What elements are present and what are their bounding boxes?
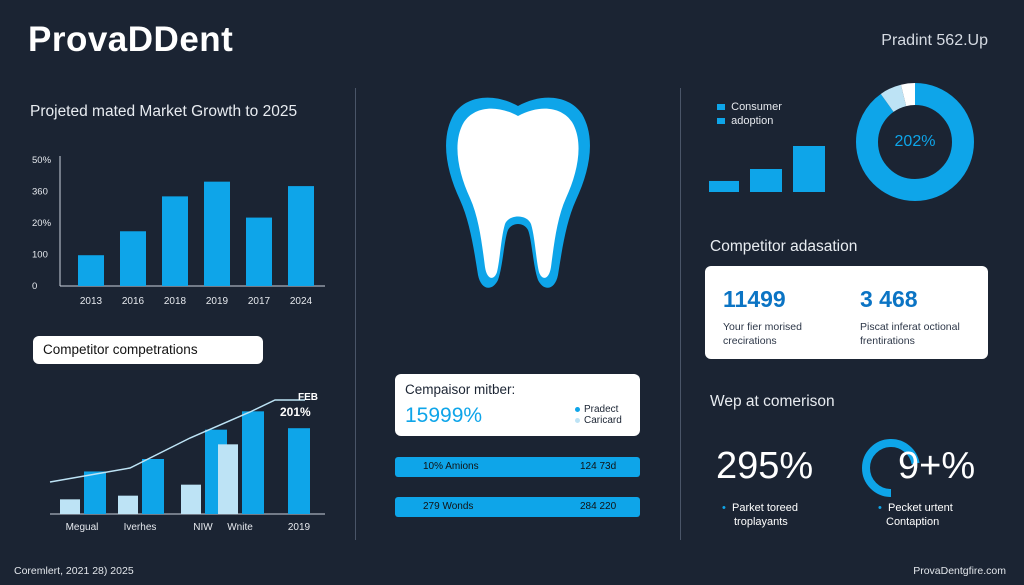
x-tick-label: 2019: [288, 522, 311, 533]
big-stat-2-line-2: Contaption: [886, 516, 940, 528]
stat-2-line-2: frentirations: [860, 335, 915, 347]
stat-2-line-1: Piscat inferat octional: [860, 321, 960, 333]
metric-bar-1[interactable]: 10% Amions 124 73d: [395, 457, 640, 477]
competitor-heading: Competitor adasation: [710, 238, 858, 255]
gauge-ring-icon: [862, 439, 920, 497]
comparison-legend: Pradect Caricard: [575, 404, 622, 426]
adoption-donut: 202%: [855, 82, 975, 202]
metric-bar-2-right: 284 220: [580, 501, 617, 512]
donut-slice: [856, 83, 974, 201]
tagline: Pradint 562.Up: [881, 32, 988, 49]
legend-label: adoption: [731, 115, 774, 127]
stat-1-line-1: Your fier morised: [723, 321, 802, 333]
big-stat-1-caption: • Parket toreed troplayants: [722, 501, 798, 529]
legend-item-consumer: Consumer: [717, 100, 782, 114]
donut-label: 202%: [894, 133, 936, 150]
chart-title: Projeted mated Market Growth to 2025: [30, 103, 298, 120]
adoption-legend: Consumer adoption: [717, 100, 782, 128]
footer-link[interactable]: ProvaDentgfire.com: [913, 565, 1006, 577]
bar: [78, 255, 104, 286]
bar: [288, 428, 310, 514]
metric-bar-1-left: 10% Amions: [423, 461, 479, 472]
bar: [204, 181, 230, 286]
caption-text: Parket toreed: [731, 502, 799, 514]
x-tick-label: 2016: [122, 296, 145, 307]
tooth-icon: [446, 97, 590, 288]
legend-dot: [575, 418, 580, 423]
x-tick-label: 2019: [206, 296, 229, 307]
caption-text: Pecket urtent: [887, 502, 953, 514]
legend-label: Caricard: [584, 415, 622, 426]
bar: [246, 217, 272, 286]
bar: [142, 459, 164, 514]
bar: [60, 499, 80, 514]
annotation-value: 201%: [280, 405, 311, 419]
legend-label: Pradect: [584, 404, 619, 415]
bullet-icon: •: [722, 502, 726, 514]
footer-left: Coremlert, 2021 28) 2025: [14, 565, 134, 577]
y-tick-label: 20%: [32, 218, 52, 229]
competitor-stats-card: 11499 Your fier morised crecirations 3 4…: [705, 266, 988, 359]
legend-dot: [575, 407, 580, 412]
big-stat-1-line-2: troplayants: [734, 516, 788, 528]
stat-1-caption: Your fier morised crecirations: [723, 320, 802, 348]
bar: [242, 411, 264, 514]
comparison-card-value: 15999%: [405, 404, 483, 427]
bar: [84, 471, 106, 514]
big-stat-2-value: 9+%: [898, 445, 976, 487]
y-tick-label: 50%: [32, 155, 52, 166]
legend-label: Consumer: [731, 101, 782, 113]
big-stat-1-line-1: • Parket toreed: [722, 501, 798, 515]
bar: [709, 180, 739, 192]
y-tick-label: 0: [32, 281, 37, 292]
divider-left: [355, 88, 356, 540]
bar: [750, 169, 782, 192]
competitor-chart: Megual Iverhes NIW Wnite 2019 FEB 201%: [30, 390, 330, 540]
stat-1-line-2: crecirations: [723, 335, 777, 347]
x-tick-label: 2024: [290, 296, 313, 307]
legend-item-adoption: adoption: [717, 114, 782, 128]
stat-2-value: 3 468: [860, 286, 918, 312]
comparison-heading: Wep at comerison: [710, 393, 835, 410]
bar: [793, 146, 825, 192]
metric-bar-1-right: 124 73d: [580, 461, 617, 472]
annotation-label: FEB: [298, 392, 318, 403]
big-stat-2-caption: • Pecket urtent Contaption: [878, 501, 953, 529]
legend-swatch: [717, 104, 725, 110]
metric-bar-2-left: 279 Wonds: [423, 501, 474, 512]
bullet-icon: •: [878, 502, 882, 514]
trend-line: [49, 399, 305, 483]
x-tick-label: 2017: [248, 296, 271, 307]
legend-item-caricard: Caricard: [575, 415, 622, 426]
competitor-pill[interactable]: Competitor competrations: [33, 336, 263, 364]
stat-1-value: 11499: [723, 286, 786, 312]
x-tick-label: Megual: [66, 522, 99, 533]
brand-title: ProvaDDent: [28, 20, 234, 59]
market-growth-chart: 50% 360 20% 100 0 2013 2016 2018 2019 2017 2024: [30, 150, 330, 310]
bar: [181, 484, 201, 514]
legend-item-product: Pradect: [575, 404, 622, 415]
divider-right: [680, 88, 681, 540]
y-tick-label: 360: [32, 187, 48, 198]
comparison-card-title: Cempaisor mitber:: [405, 382, 516, 397]
x-tick-label: 2013: [80, 296, 103, 307]
bar: [218, 444, 238, 514]
x-tick-label: 2018: [164, 296, 187, 307]
big-stat-1-value: 295%: [716, 445, 814, 487]
bar: [162, 196, 188, 286]
adoption-chart: [705, 140, 835, 195]
x-tick-label: Wnite: [227, 522, 253, 533]
big-stat-2-line-1: • Pecket urtent: [878, 501, 953, 515]
x-tick-label: Iverhes: [124, 522, 157, 533]
x-tick-label: NIW: [193, 522, 213, 533]
metric-bar-2[interactable]: 279 Wonds 284 220: [395, 497, 640, 517]
bar: [120, 231, 146, 286]
y-tick-label: 100: [32, 250, 48, 261]
bar: [118, 495, 138, 514]
bar: [288, 186, 314, 286]
legend-swatch: [717, 118, 725, 124]
comparison-card: Cempaisor mitber: 15999% Pradect Caricar…: [395, 374, 640, 436]
stat-2-caption: Piscat inferat octional frentirations: [860, 320, 960, 348]
